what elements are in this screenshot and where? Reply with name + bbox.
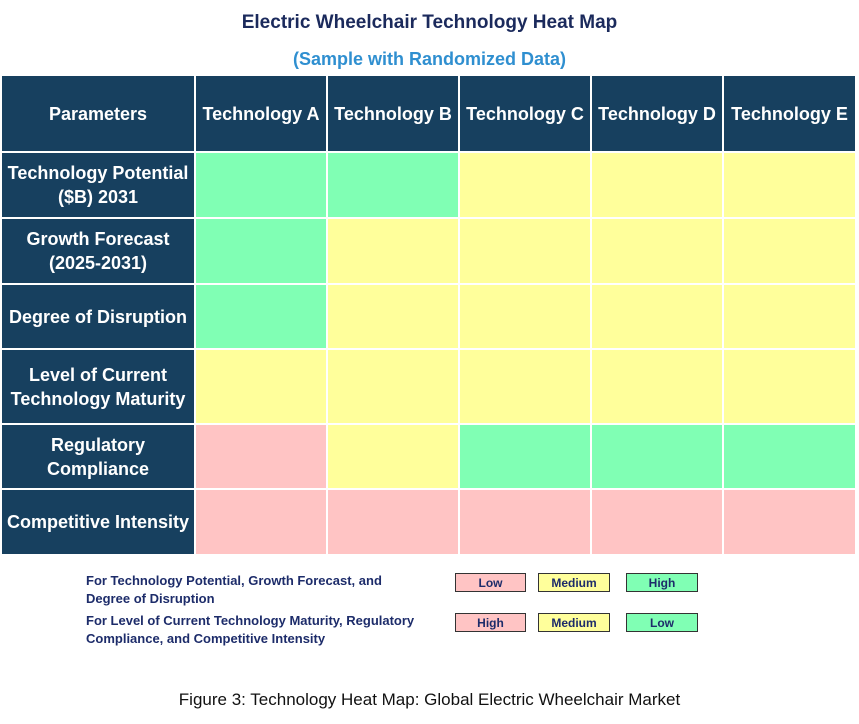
legend-key: Medium <box>538 573 610 592</box>
heat-cell <box>592 219 724 285</box>
heat-cell <box>724 425 857 490</box>
heat-cell <box>328 490 460 556</box>
heat-cell <box>196 153 328 219</box>
heat-cell <box>328 425 460 490</box>
row-label: Regulatory Compliance <box>2 425 196 490</box>
legend-text: For Technology Potential, Growth Forecas… <box>86 573 382 606</box>
heat-cell <box>460 425 592 490</box>
heat-cell <box>460 219 592 285</box>
legend-key: High <box>455 613 526 632</box>
heat-cell <box>592 490 724 556</box>
heat-cell <box>196 219 328 285</box>
heat-cell <box>724 153 857 219</box>
heat-cell <box>592 153 724 219</box>
heat-cell <box>592 425 724 490</box>
row-label: Competitive Intensity <box>2 490 196 556</box>
heat-cell <box>724 285 857 350</box>
row-label: Degree of Disruption <box>2 285 196 350</box>
heat-cell <box>724 219 857 285</box>
subtitle: (Sample with Randomized Data) <box>292 49 567 69</box>
heat-cell <box>196 425 328 490</box>
header-cell: Technology A <box>196 76 328 153</box>
legend-key: Medium <box>538 613 610 632</box>
heat-cell <box>460 490 592 556</box>
header-cell: Parameters <box>2 76 196 153</box>
heat-cell <box>724 490 857 556</box>
legend-key: High <box>626 573 698 592</box>
heat-cell <box>328 153 460 219</box>
title: Electric Wheelchair Technology Heat Map <box>241 12 618 33</box>
heat-cell <box>328 285 460 350</box>
row-label: Level of Current Technology Maturity <box>2 350 196 425</box>
header-cell: Technology D <box>592 76 724 153</box>
legend-key: Low <box>455 573 526 592</box>
row-label: Technology Potential ($B) 2031 <box>2 153 196 219</box>
heat-cell <box>460 285 592 350</box>
heat-cell <box>592 350 724 425</box>
legend-text: For Level of Current Technology Maturity… <box>86 613 415 646</box>
heat-cell <box>196 490 328 556</box>
heat-cell <box>196 285 328 350</box>
heat-cell <box>592 285 724 350</box>
heat-cell <box>196 350 328 425</box>
legend-key: Low <box>626 613 698 632</box>
heat-cell <box>460 153 592 219</box>
heat-cell <box>328 219 460 285</box>
row-label: Growth Forecast (2025-2031) <box>2 219 196 285</box>
heat-cell <box>460 350 592 425</box>
heat-cell <box>724 350 857 425</box>
header-cell: Technology B <box>328 76 460 153</box>
header-cell: Technology E <box>724 76 857 153</box>
header-cell: Technology C <box>460 76 592 153</box>
caption: Figure 3: Technology Heat Map: Global El… <box>178 690 681 709</box>
heat-cell <box>328 350 460 425</box>
